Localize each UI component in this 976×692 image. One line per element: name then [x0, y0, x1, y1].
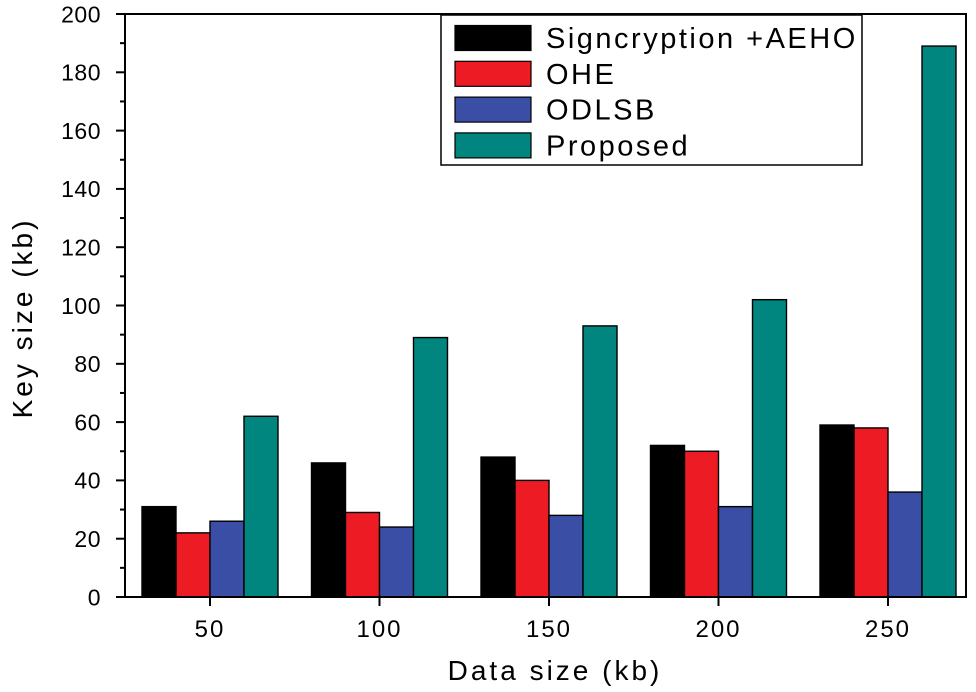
legend-swatch-odlsb — [454, 96, 532, 123]
axes-layer: 0 20 40 60 80 100 120 140 160 180 200 50 100 150 200 25… — [7, 1, 967, 686]
y-tick-label: 0 — [88, 584, 101, 610]
bar-signcryption-aeho-100 — [310, 462, 347, 598]
y-tick-label: 200 — [61, 1, 101, 27]
bar-ohe-150 — [514, 479, 550, 598]
x-tick-label: 200 — [695, 616, 741, 643]
bar-odlsb-250 — [887, 491, 923, 598]
bar-signcryption-aeho-200 — [649, 444, 686, 598]
y-tick-label: 100 — [61, 293, 101, 319]
x-tick-label: 50 — [195, 616, 226, 643]
y-tick-label: 40 — [74, 468, 101, 494]
y-tick-label: 80 — [74, 351, 101, 377]
x-tick-label: 100 — [356, 616, 402, 643]
bar-odlsb-100 — [378, 526, 415, 598]
bar-signcryption-aeho-50 — [141, 505, 177, 598]
x-axis-title: Data size (kb) — [448, 655, 663, 686]
y-tick-label: 180 — [61, 60, 101, 86]
bars-layer — [141, 45, 957, 598]
bar-proposed-150 — [582, 325, 618, 598]
legend-swatch-ohe — [454, 60, 532, 87]
bar-odlsb-150 — [548, 514, 584, 598]
legend-item-proposed: Proposed — [454, 130, 690, 162]
bar-ohe-100 — [344, 511, 381, 598]
x-tick-label: 250 — [865, 616, 911, 643]
x-tick-label: 150 — [526, 616, 572, 643]
y-tick-label: 120 — [61, 234, 101, 260]
legend-label: OHE — [546, 59, 616, 91]
legend-swatch-proposed — [454, 132, 532, 159]
bar-signcryption-aeho-250 — [819, 424, 855, 598]
legend-swatch-signcryption-aeho — [454, 24, 532, 52]
bar-odlsb-200 — [717, 505, 754, 598]
y-tick-label: 140 — [61, 176, 101, 202]
y-tick-label: 160 — [61, 118, 101, 144]
bar-ohe-200 — [683, 450, 720, 598]
legend-item-signcryption-aeho: Signcryption +AEHO — [454, 23, 858, 55]
bar-ohe-250 — [853, 427, 889, 598]
bar-ohe-50 — [175, 532, 211, 598]
legend-item-odlsb: ODLSB — [454, 95, 657, 127]
bar-proposed-200 — [751, 298, 788, 598]
legend-label: Signcryption +AEHO — [546, 23, 858, 55]
bar-proposed-250 — [921, 45, 957, 598]
legend-label: ODLSB — [546, 95, 657, 127]
y-axis-title: Key size (kb) — [7, 218, 38, 419]
y-tick-label: 60 — [74, 409, 101, 435]
bar-signcryption-aeho-150 — [480, 456, 516, 598]
bar-proposed-100 — [412, 336, 449, 598]
legend-label: Proposed — [546, 130, 690, 162]
bar-proposed-50 — [243, 415, 279, 598]
legend-item-ohe: OHE — [454, 59, 616, 91]
bar-odlsb-50 — [209, 520, 245, 598]
y-tick-label: 20 — [74, 526, 101, 552]
plot-frame — [125, 13, 967, 597]
